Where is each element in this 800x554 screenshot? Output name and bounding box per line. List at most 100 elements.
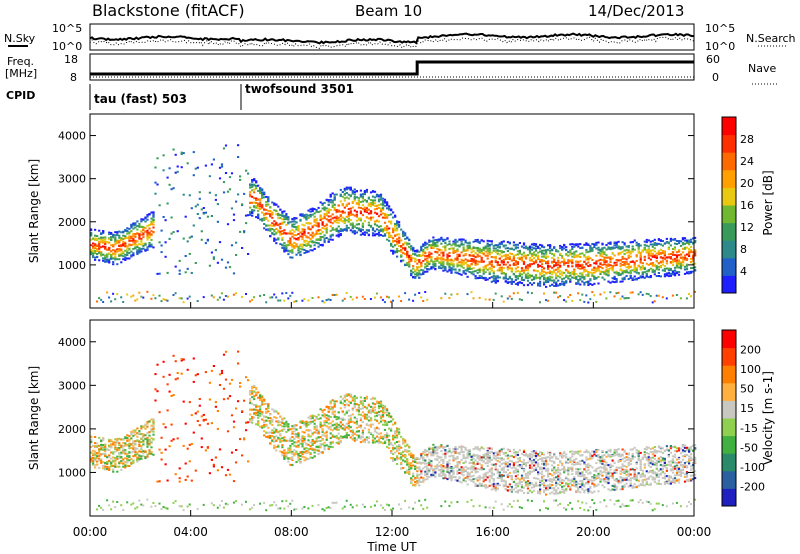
power-cell xyxy=(313,224,316,227)
power-cell xyxy=(543,274,546,277)
power-cell xyxy=(611,252,614,254)
power-cell xyxy=(347,202,350,205)
power-cell xyxy=(647,269,650,272)
power-cell xyxy=(396,227,399,230)
power-cell xyxy=(514,246,517,249)
power-cell xyxy=(547,266,550,269)
power-cell xyxy=(257,202,260,205)
power-cell xyxy=(629,266,632,269)
velocity-cell xyxy=(269,436,272,439)
velocity-cell xyxy=(291,430,294,433)
velocity-cell xyxy=(96,452,99,455)
velocity-cell xyxy=(94,464,97,467)
power-cell xyxy=(377,220,381,223)
power-cell xyxy=(110,244,113,247)
velocity-cell xyxy=(128,447,131,450)
power-cell xyxy=(526,248,530,251)
power-cell xyxy=(379,225,383,228)
power-cell xyxy=(279,216,282,219)
power-cell xyxy=(462,249,465,252)
power-cell xyxy=(329,234,332,237)
power-cell xyxy=(537,246,540,249)
velocity-cell xyxy=(140,450,143,453)
power-cell xyxy=(428,268,431,271)
power-cell xyxy=(418,269,421,272)
power-cell xyxy=(589,250,592,253)
power-cell xyxy=(102,245,105,248)
power-cell xyxy=(361,214,364,217)
power-cell xyxy=(303,248,306,251)
power-cell xyxy=(452,249,455,252)
velocity-cell xyxy=(108,440,111,443)
power-cell xyxy=(637,250,640,253)
velocity-cell xyxy=(146,432,149,434)
velocity-cell xyxy=(136,435,139,438)
power-cell xyxy=(307,226,310,229)
power-cell xyxy=(136,298,139,301)
power-cell xyxy=(309,234,312,237)
power-cell xyxy=(607,263,610,266)
power-cell xyxy=(285,248,288,250)
power-cell xyxy=(607,280,610,283)
power-cell xyxy=(297,227,300,230)
power-cell xyxy=(514,243,517,246)
power-cell xyxy=(369,205,373,208)
power-cell xyxy=(688,239,691,242)
velocity-cell xyxy=(114,460,117,463)
y-tick-label: 3000 xyxy=(58,173,86,186)
power-cell xyxy=(436,247,439,250)
velocity-cell xyxy=(130,433,133,436)
power-cell xyxy=(553,253,556,256)
power-cell xyxy=(198,217,201,220)
power-cell xyxy=(414,270,417,273)
power-cell xyxy=(96,245,99,247)
power-cell xyxy=(297,238,300,241)
power-cell xyxy=(251,184,254,187)
power-cell xyxy=(309,240,312,243)
power-cell xyxy=(438,238,441,241)
power-cell xyxy=(146,248,149,251)
power-cell xyxy=(365,199,368,202)
power-cell xyxy=(381,207,385,210)
power-cell xyxy=(571,270,574,273)
power-cell xyxy=(452,259,455,262)
power-cell xyxy=(138,225,141,228)
velocity-cell xyxy=(232,501,235,504)
velocity-cell xyxy=(140,503,143,506)
power-cell xyxy=(351,201,354,204)
power-cell xyxy=(543,255,546,258)
power-cell xyxy=(142,247,145,250)
power-cell xyxy=(323,208,326,211)
power-cell xyxy=(275,296,278,299)
power-cell xyxy=(613,244,616,247)
power-cell xyxy=(285,213,288,216)
power-cell xyxy=(537,245,540,248)
power-cell xyxy=(512,273,515,276)
power-cell xyxy=(386,225,389,228)
velocity-cell xyxy=(134,440,137,443)
power-cell xyxy=(559,273,562,276)
power-cell xyxy=(681,256,685,259)
power-cell xyxy=(140,218,143,221)
velocity-cell xyxy=(126,459,129,462)
power-cell xyxy=(273,224,276,227)
power-cell xyxy=(657,262,660,265)
power-cell xyxy=(649,275,652,277)
power-cell xyxy=(120,231,123,234)
power-cell xyxy=(339,232,342,235)
power-cell xyxy=(293,218,296,221)
power-cell xyxy=(301,299,304,302)
power-cell xyxy=(528,282,532,284)
power-cell xyxy=(625,263,628,266)
power-cell xyxy=(444,267,447,270)
power-cell xyxy=(311,240,314,243)
velocity-cell xyxy=(291,439,294,442)
power-cell xyxy=(327,298,330,301)
power-cell xyxy=(671,264,675,267)
power-cell xyxy=(104,247,107,250)
velocity-cell xyxy=(295,508,298,511)
power-cell xyxy=(170,188,173,191)
velocity-cell xyxy=(130,458,133,460)
power-cell xyxy=(104,243,107,245)
power-cell xyxy=(249,202,252,204)
